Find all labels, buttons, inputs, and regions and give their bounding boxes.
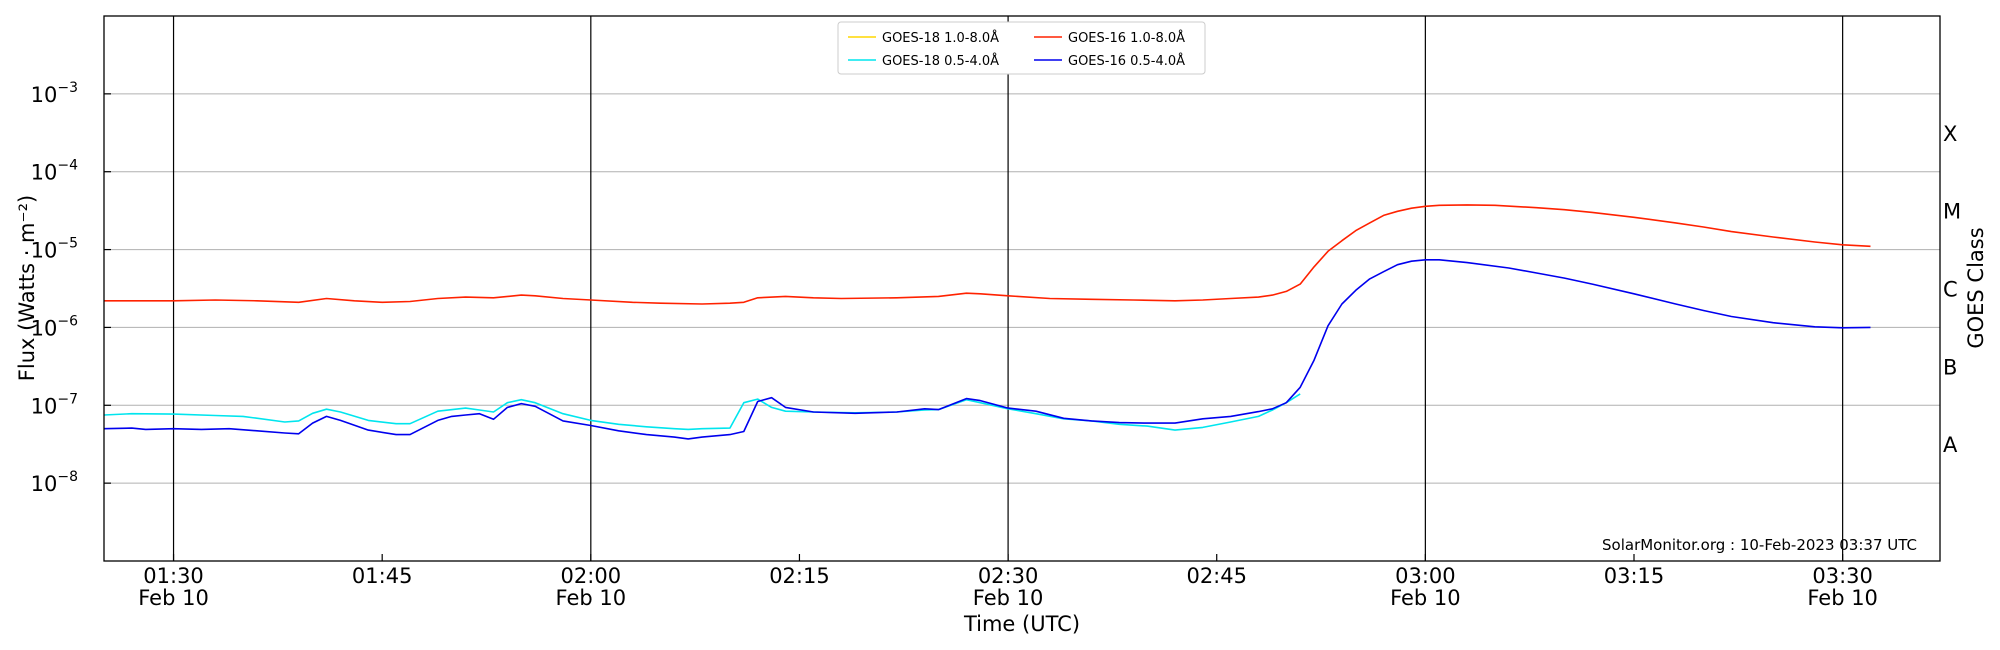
y-tick-exponent: −5 bbox=[57, 236, 78, 252]
series-line-3 bbox=[103, 258, 1871, 440]
x-tick-sublabel: Feb 10 bbox=[556, 586, 627, 610]
y-tick-base: 10 bbox=[31, 161, 58, 185]
y-tick-exponent: −4 bbox=[57, 158, 78, 174]
y-tick-exponent: −7 bbox=[57, 391, 78, 407]
x-tick-sublabel: Feb 10 bbox=[973, 586, 1044, 610]
grid-lines bbox=[104, 93, 1940, 484]
x-tick-sublabel: Feb 10 bbox=[1390, 586, 1461, 610]
x-tick-label: 02:30 bbox=[978, 564, 1039, 588]
goes-class-axis: A B C M X bbox=[1943, 122, 1961, 457]
y-tick-base: 10 bbox=[31, 316, 58, 340]
goes-class-label: C bbox=[1943, 278, 1958, 302]
legend: GOES-18 1.0-8.0Å GOES-18 0.5-4.0Å GOES-16 … bbox=[837, 21, 1206, 75]
x-tick-label: 01:30 bbox=[143, 564, 204, 588]
goes-class-label: M bbox=[1943, 200, 1961, 224]
day-marker-lines bbox=[172, 16, 1844, 561]
x-tick-label: 03:15 bbox=[1604, 564, 1665, 588]
legend-label: GOES-18 1.0-8.0Å bbox=[882, 30, 999, 46]
x-tick-label: 02:00 bbox=[561, 564, 622, 588]
x-tick-label: 02:15 bbox=[769, 564, 830, 588]
y-tick-base: 10 bbox=[31, 239, 58, 263]
x-tick-label: 03:30 bbox=[1812, 564, 1873, 588]
y-tick-exponent: −6 bbox=[57, 313, 78, 329]
y-tick-exponent: −3 bbox=[57, 80, 78, 96]
x-tick-sublabel: Feb 10 bbox=[1807, 586, 1878, 610]
y-tick-base: 10 bbox=[31, 472, 58, 496]
series-layer bbox=[103, 204, 1871, 440]
goes-class-label: B bbox=[1943, 355, 1957, 379]
y-tick-label: 10−7 bbox=[31, 391, 78, 418]
x-axis-title: Time (UTC) bbox=[963, 612, 1080, 636]
legend-label: GOES-16 1.0-8.0Å bbox=[1068, 30, 1185, 46]
series-line-2 bbox=[104, 204, 1871, 305]
goes-class-label: A bbox=[1943, 433, 1958, 457]
y-tick-base: 10 bbox=[31, 394, 58, 418]
y-tick-label: 10−8 bbox=[31, 469, 78, 496]
x-tick-label: 01:45 bbox=[352, 564, 413, 588]
series-line-1 bbox=[103, 393, 1301, 431]
x-tick-label: 03:00 bbox=[1395, 564, 1456, 588]
y-tick-label: 10−6 bbox=[31, 313, 78, 340]
y-tick-label: 10−4 bbox=[31, 158, 78, 185]
y-tick-label: 10−5 bbox=[31, 236, 78, 263]
legend-label: GOES-16 0.5-4.0Å bbox=[1068, 53, 1185, 69]
y-axis: 10−810−710−610−510−410−3 bbox=[31, 80, 111, 496]
y-axis-right-title: GOES Class bbox=[1964, 227, 1988, 348]
credit-text: SolarMonitor.org : 10-Feb-2023 03:37 UTC bbox=[1602, 536, 1917, 554]
y-tick-label: 10−3 bbox=[31, 80, 78, 107]
x-tick-sublabel: Feb 10 bbox=[138, 586, 209, 610]
legend-label: GOES-18 0.5-4.0Å bbox=[882, 53, 999, 69]
goes-class-label: X bbox=[1943, 122, 1957, 146]
y-tick-base: 10 bbox=[31, 83, 58, 107]
legend-box bbox=[837, 21, 1206, 75]
y-tick-exponent: −8 bbox=[57, 469, 78, 485]
plot-frame bbox=[103, 15, 1941, 562]
y-axis-title: Flux (Watts · m⁻²) bbox=[15, 195, 39, 381]
x-tick-label: 02:45 bbox=[1186, 564, 1247, 588]
